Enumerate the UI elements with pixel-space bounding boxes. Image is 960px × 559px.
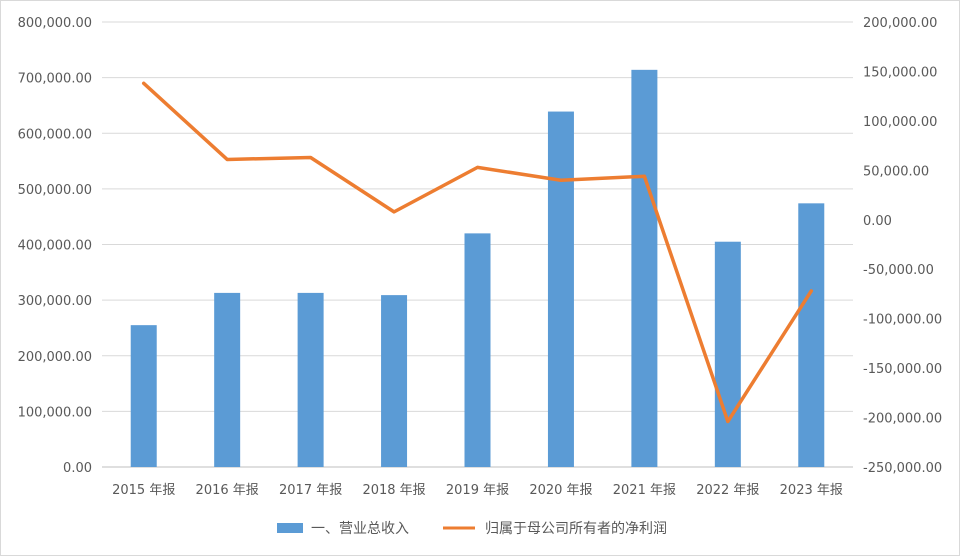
- left-tick-label: 200,000.00: [18, 350, 92, 365]
- right-tick-label: 150,000.00: [863, 65, 937, 80]
- right-tick-label: 50,000.00: [863, 164, 929, 179]
- line-point: [225, 157, 229, 161]
- right-tick-label: -250,000.00: [863, 461, 942, 476]
- right-tick-label: -100,000.00: [863, 313, 942, 328]
- legend-swatch-bar: [277, 523, 303, 533]
- left-tick-label: 700,000.00: [18, 72, 92, 87]
- bar: [631, 69, 658, 468]
- legend-label-line: 归属于母公司所有者的净利润: [485, 520, 667, 537]
- line-point: [392, 210, 396, 214]
- left-axis-ticks: 0.00 100,000.00 200,000.00 300,000.00 400,00…: [18, 16, 92, 476]
- legend-label-bar: 一、营业总收入: [311, 521, 409, 537]
- category-label: 2017 年报: [279, 483, 342, 498]
- bar: [464, 233, 491, 467]
- line-point: [809, 289, 813, 293]
- category-label: 2019 年报: [446, 483, 509, 498]
- left-tick-label: 800,000.00: [18, 16, 92, 31]
- bar-series: [130, 69, 825, 468]
- bar: [798, 203, 825, 467]
- line-point: [726, 420, 730, 424]
- left-tick-label: 0.00: [63, 461, 92, 476]
- line-point: [559, 178, 563, 182]
- category-labels: 2015 年报 2016 年报 2017 年报 2018 年报 2019 年报 2020 …: [112, 483, 843, 498]
- right-tick-label: 200,000.00: [863, 16, 937, 31]
- category-label: 2015 年报: [112, 483, 175, 498]
- category-label: 2020 年报: [529, 483, 592, 498]
- line-series: [141, 81, 814, 424]
- bar: [547, 111, 574, 468]
- bar: [714, 241, 741, 467]
- right-tick-label: -200,000.00: [863, 412, 942, 427]
- line-point: [642, 174, 646, 178]
- right-tick-label: -150,000.00: [863, 362, 942, 377]
- category-label: 2018 年报: [362, 483, 425, 498]
- left-tick-label: 500,000.00: [18, 183, 92, 198]
- right-tick-label: 100,000.00: [863, 115, 937, 130]
- left-tick-label: 300,000.00: [18, 294, 92, 309]
- bar: [130, 325, 157, 467]
- left-tick-label: 400,000.00: [18, 239, 92, 254]
- bar: [214, 292, 241, 467]
- legend: 一、营业总收入 归属于母公司所有者的净利润: [277, 520, 667, 537]
- line-point: [142, 81, 146, 85]
- right-axis-ticks: -250,000.00 -200,000.00 -150,000.00 -100,00…: [863, 16, 942, 476]
- category-label: 2022 年报: [696, 483, 759, 498]
- right-tick-label: 0.00: [863, 214, 892, 229]
- bar: [381, 295, 408, 467]
- right-tick-label: -50,000.00: [863, 263, 934, 278]
- bar: [297, 292, 324, 467]
- category-label: 2021 年报: [613, 483, 676, 498]
- left-tick-label: 600,000.00: [18, 127, 92, 142]
- category-label: 2023 年报: [780, 483, 843, 498]
- category-label: 2016 年报: [196, 483, 259, 498]
- line-point: [309, 155, 313, 159]
- line-point: [476, 165, 479, 169]
- left-tick-label: 100,000.00: [18, 405, 92, 420]
